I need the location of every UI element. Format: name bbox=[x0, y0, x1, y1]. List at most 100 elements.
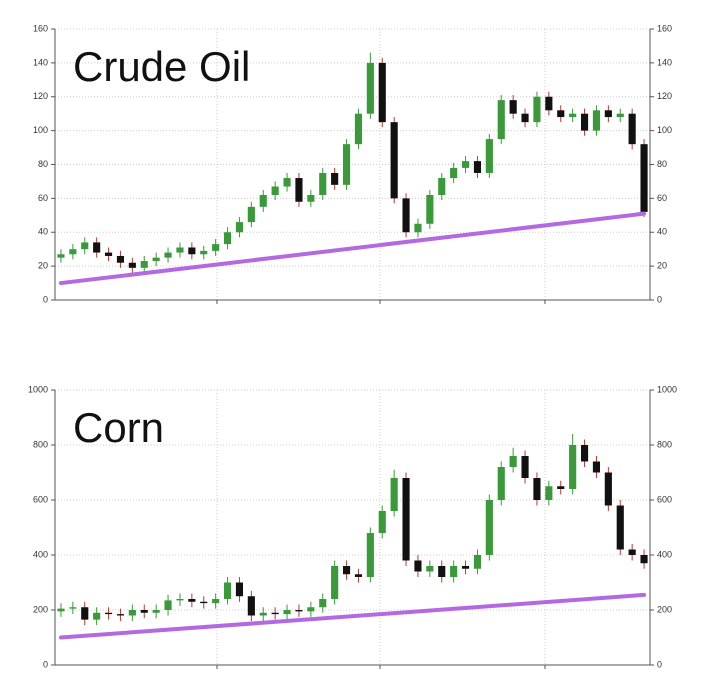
candle-body bbox=[354, 113, 363, 145]
candle-body bbox=[378, 511, 386, 533]
candle-body bbox=[331, 566, 339, 599]
candle-body bbox=[438, 178, 446, 195]
y-tick-label: 600 bbox=[33, 494, 48, 504]
candle-body bbox=[223, 232, 232, 245]
candle-body bbox=[152, 257, 160, 262]
candle-body bbox=[307, 607, 315, 612]
y2-tick-label: 400 bbox=[657, 549, 672, 559]
candle-body bbox=[295, 610, 303, 612]
y2-tick-label: 800 bbox=[657, 439, 672, 449]
candle-body bbox=[319, 599, 327, 608]
y-tick-label: 400 bbox=[33, 549, 48, 559]
candle-body bbox=[616, 505, 624, 550]
candle-body bbox=[342, 144, 351, 185]
y-tick-label: 20 bbox=[38, 261, 48, 271]
y-tick-label: 200 bbox=[33, 604, 48, 614]
candle-body bbox=[271, 612, 279, 615]
y-tick-label: 80 bbox=[38, 159, 48, 169]
candle-body bbox=[533, 478, 541, 500]
y2-tick-label: 200 bbox=[657, 604, 672, 614]
candle-body bbox=[497, 100, 505, 140]
candle-body bbox=[521, 456, 529, 478]
candle-body bbox=[402, 478, 410, 561]
candle-body bbox=[604, 110, 612, 118]
y2-tick-label: 140 bbox=[657, 57, 672, 67]
y2-tick-label: 600 bbox=[657, 494, 672, 504]
candle-body bbox=[426, 194, 434, 224]
candle-body bbox=[247, 596, 255, 616]
y2-tick-label: 160 bbox=[657, 23, 672, 33]
candle-body bbox=[295, 178, 303, 202]
trend-line bbox=[58, 211, 647, 286]
candle-body bbox=[354, 574, 363, 577]
y-tick-label: 1000 bbox=[28, 384, 48, 394]
candle-body bbox=[366, 533, 374, 577]
candle-body bbox=[81, 242, 89, 250]
y-tick-label: 140 bbox=[33, 57, 48, 67]
candle-body bbox=[200, 250, 208, 255]
candle-body bbox=[628, 113, 636, 145]
candle-body bbox=[140, 610, 148, 613]
candle-body bbox=[545, 486, 553, 500]
candle-body bbox=[235, 222, 244, 233]
candle-body bbox=[485, 500, 493, 555]
candle-body bbox=[580, 113, 589, 131]
candle-body bbox=[116, 255, 125, 263]
candle-body bbox=[604, 472, 612, 506]
candle-body bbox=[235, 582, 244, 597]
candle-body bbox=[640, 555, 648, 564]
y2-tick-label: 0 bbox=[657, 659, 662, 669]
y2-tick-label: 60 bbox=[657, 193, 667, 203]
candle-body bbox=[509, 100, 517, 114]
candle-body bbox=[461, 161, 470, 168]
candle-body bbox=[128, 262, 136, 268]
candle-body bbox=[223, 582, 232, 599]
candle-body bbox=[473, 161, 482, 173]
candle-body bbox=[569, 113, 577, 118]
y-tick-label: 60 bbox=[38, 193, 48, 203]
candle-body bbox=[93, 242, 101, 253]
candle-body bbox=[69, 249, 77, 255]
y-tick-label: 800 bbox=[33, 439, 48, 449]
y2-tick-label: 20 bbox=[657, 261, 667, 271]
candle-body bbox=[164, 252, 172, 258]
candle-body bbox=[557, 110, 565, 118]
candle-body bbox=[545, 96, 553, 111]
y2-tick-label: 80 bbox=[657, 159, 667, 169]
candle-body bbox=[557, 486, 565, 489]
candle-body bbox=[390, 478, 398, 511]
candle-body bbox=[319, 172, 327, 195]
candle-body bbox=[188, 599, 196, 602]
candle-body bbox=[497, 467, 505, 500]
y-tick-label: 160 bbox=[33, 23, 48, 33]
y-tick-label: 0 bbox=[43, 294, 48, 304]
candle-body bbox=[390, 122, 398, 199]
chart-title: Corn bbox=[73, 404, 164, 451]
candle-body bbox=[116, 614, 125, 616]
candle-body bbox=[509, 456, 517, 467]
y-tick-label: 0 bbox=[43, 659, 48, 669]
y2-tick-label: 100 bbox=[657, 125, 672, 135]
candle-body bbox=[402, 198, 410, 233]
candle-body bbox=[438, 566, 446, 577]
candle-body bbox=[283, 610, 291, 615]
candle-body bbox=[378, 62, 386, 123]
candle-body bbox=[485, 139, 493, 173]
candle-body bbox=[592, 461, 601, 473]
candle-body bbox=[140, 261, 148, 268]
y2-tick-label: 40 bbox=[657, 227, 667, 237]
candle-body bbox=[426, 566, 434, 572]
y-tick-label: 40 bbox=[38, 227, 48, 237]
candle-body bbox=[247, 206, 255, 223]
candle-body bbox=[473, 555, 482, 569]
candle-body bbox=[212, 599, 220, 604]
candle-body bbox=[569, 445, 577, 489]
candle-body bbox=[259, 612, 267, 616]
candle-body bbox=[461, 566, 470, 569]
candle-body bbox=[414, 560, 422, 572]
candle-body bbox=[212, 244, 220, 251]
y2-tick-label: 120 bbox=[657, 91, 672, 101]
candle-body bbox=[176, 599, 184, 601]
candle-body bbox=[104, 252, 113, 256]
